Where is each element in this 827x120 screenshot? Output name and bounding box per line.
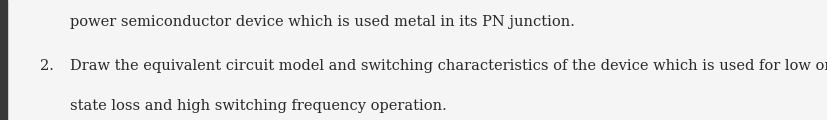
Bar <box>0 0 7 120</box>
Text: Draw the equivalent circuit model and switching characteristics of the device wh: Draw the equivalent circuit model and sw… <box>70 59 827 73</box>
Text: power semiconductor device which is used metal in its PN junction.: power semiconductor device which is used… <box>70 15 575 29</box>
Text: 2.: 2. <box>40 59 54 73</box>
Text: state loss and high switching frequency operation.: state loss and high switching frequency … <box>70 99 447 113</box>
